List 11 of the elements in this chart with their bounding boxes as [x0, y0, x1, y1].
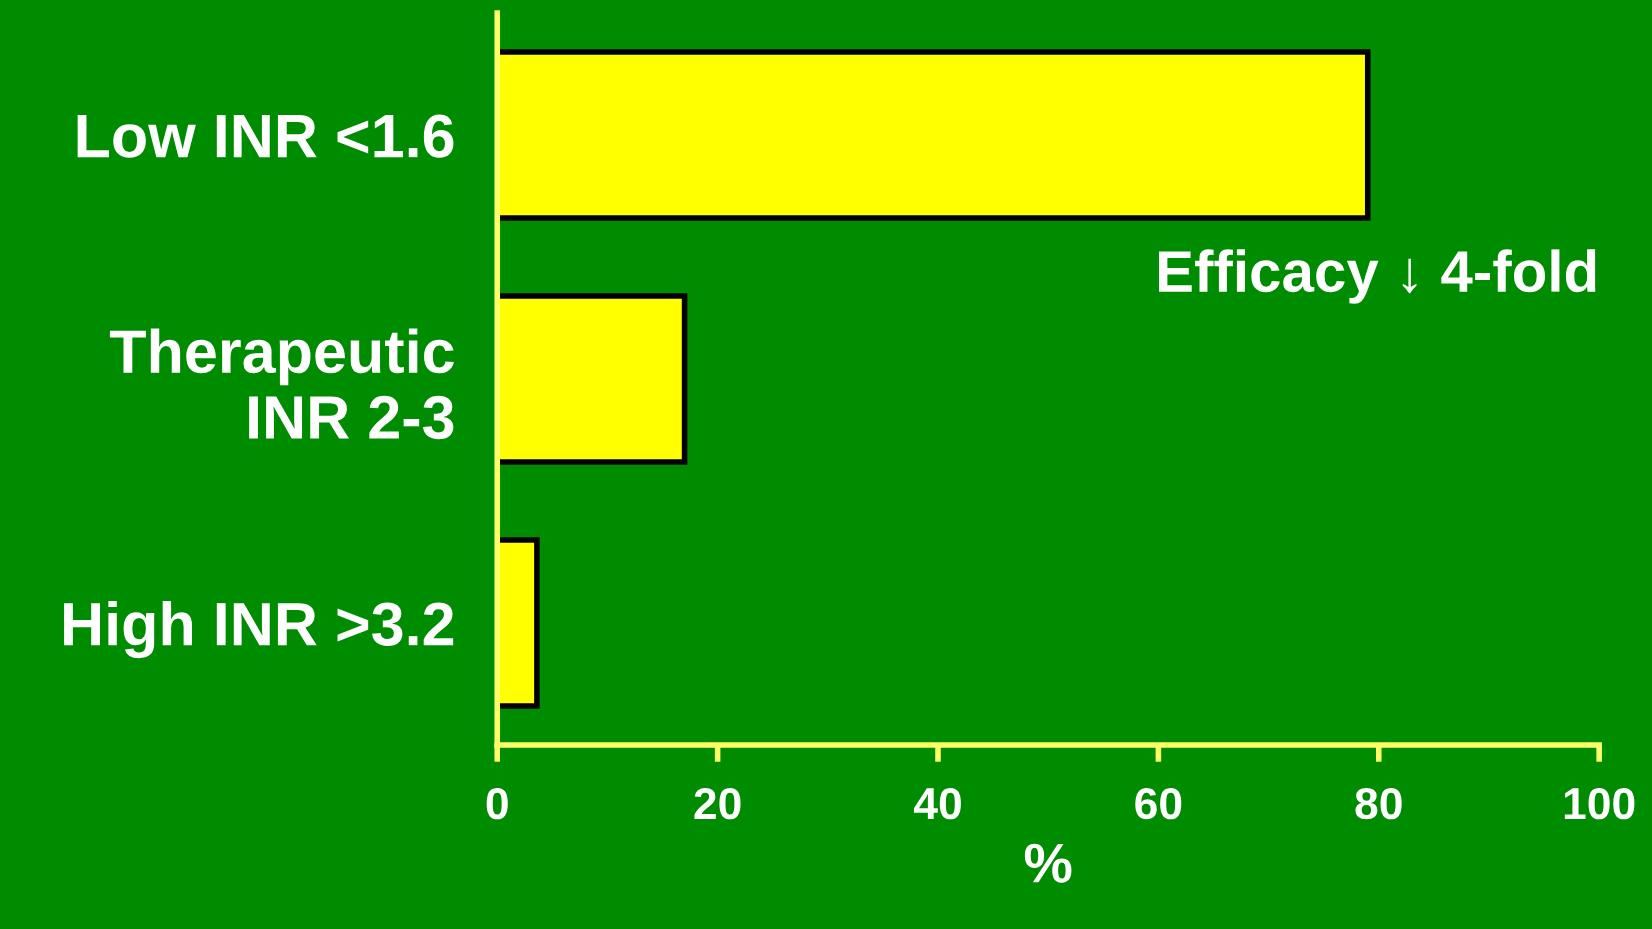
x-axis-title: %: [1024, 843, 1072, 883]
x-tick-label: 20: [694, 787, 741, 820]
x-tick-label: 40: [913, 787, 961, 820]
y-tick-label: Low INR <1.6: [77, 114, 454, 158]
y-tick-label: Therapeutic INR 2-3: [109, 328, 454, 440]
annotation: Efficacy ↓ 4-fold: [1158, 249, 1596, 304]
x-tick-label: 60: [1135, 787, 1182, 820]
x-tick-label: 100: [1564, 787, 1635, 820]
x-tick-label: 80: [1355, 787, 1402, 820]
x-tick-label: 0: [486, 787, 508, 820]
y-tick-label: High INR >3.2: [64, 600, 454, 659]
